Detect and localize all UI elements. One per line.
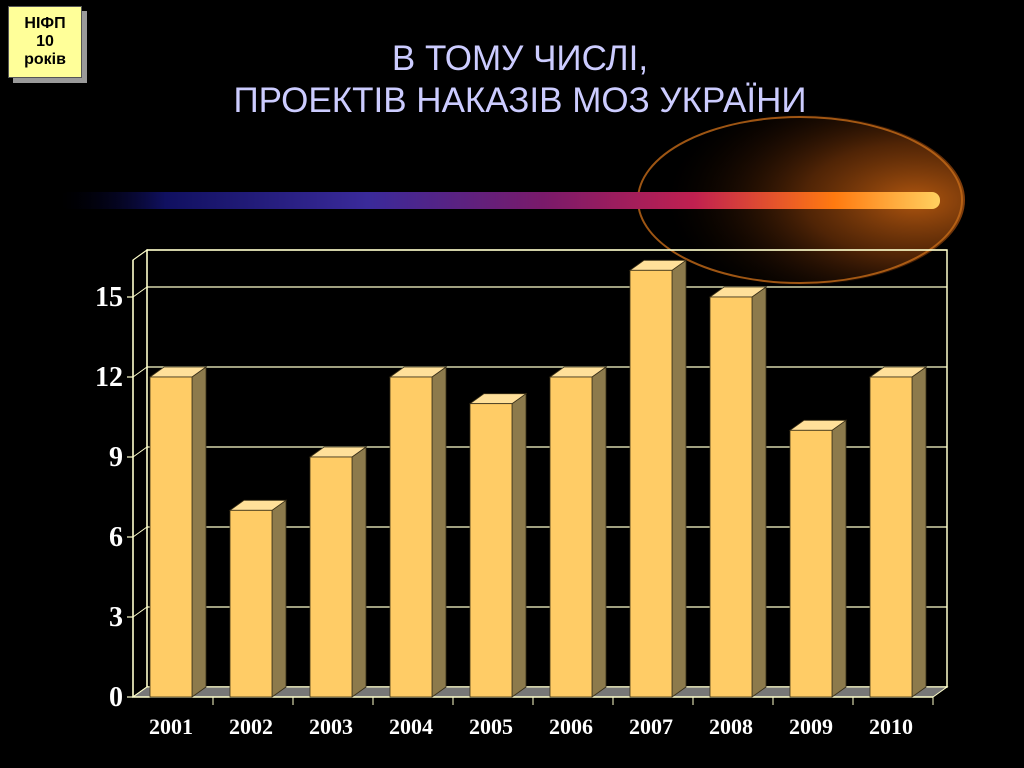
bar-side: [591, 366, 607, 698]
chart-side-wall: [132, 248, 148, 699]
bar: [229, 509, 273, 698]
slide-title-line-1: В ТОМУ ЧИСЛІ,: [391, 39, 649, 78]
x-tick-label: 2004: [389, 714, 433, 739]
bar: [629, 269, 673, 698]
y-tick-label: 15: [95, 282, 123, 313]
plot-area: 0 3 6 9 12 15 2001 2002 2003 2004 2005 2006 2007 2008…: [95, 248, 949, 739]
x-tick-label: 2007: [629, 714, 673, 739]
bar: [709, 296, 753, 698]
y-tick-label: 6: [109, 522, 123, 553]
bar-side: [671, 259, 687, 698]
bar-side: [431, 366, 447, 698]
y-tick-label: 0: [109, 682, 123, 713]
x-tick-label: 2001: [149, 714, 193, 739]
decorative-comet: [60, 115, 965, 285]
x-tick-label: 2006: [549, 714, 593, 739]
bar-side: [351, 446, 367, 698]
x-tick-label: 2002: [229, 714, 273, 739]
x-tick-label: 2009: [789, 714, 833, 739]
bar: [309, 456, 353, 698]
slide-title-line-2: ПРОЕКТІВ НАКАЗІВ МОЗ УКРАЇНИ: [233, 81, 807, 120]
bar-side: [911, 366, 927, 698]
bar: [389, 376, 433, 698]
bar: [469, 403, 513, 698]
badge-line-2: 10: [36, 33, 54, 50]
badge-line-1: НІФП: [24, 15, 66, 32]
gridline-side: [132, 286, 148, 298]
x-tick-label: 2003: [309, 714, 353, 739]
bar-side: [511, 392, 527, 698]
bar: [789, 429, 833, 698]
anniversary-badge: НІФП 10 років: [8, 6, 82, 78]
y-tick-label: 9: [109, 442, 123, 473]
gridline-side: [132, 446, 148, 458]
x-tick-label: 2008: [709, 714, 753, 739]
gridline-side: [132, 606, 148, 618]
bar-side: [191, 366, 207, 698]
badge-line-3: років: [24, 51, 66, 68]
bar-side: [751, 286, 767, 698]
bar-side: [831, 419, 847, 698]
gridline-side: [132, 366, 148, 378]
gridline-side: [132, 526, 148, 538]
y-tick-label: 12: [95, 362, 123, 393]
comet-streak: [60, 192, 940, 209]
bar: [549, 376, 593, 698]
x-tick-label: 2010: [869, 714, 913, 739]
x-tick-label: 2005: [469, 714, 513, 739]
y-tick-label: 3: [109, 602, 123, 633]
bar-side: [271, 499, 287, 698]
bar: [149, 376, 193, 698]
bar: [869, 376, 913, 698]
